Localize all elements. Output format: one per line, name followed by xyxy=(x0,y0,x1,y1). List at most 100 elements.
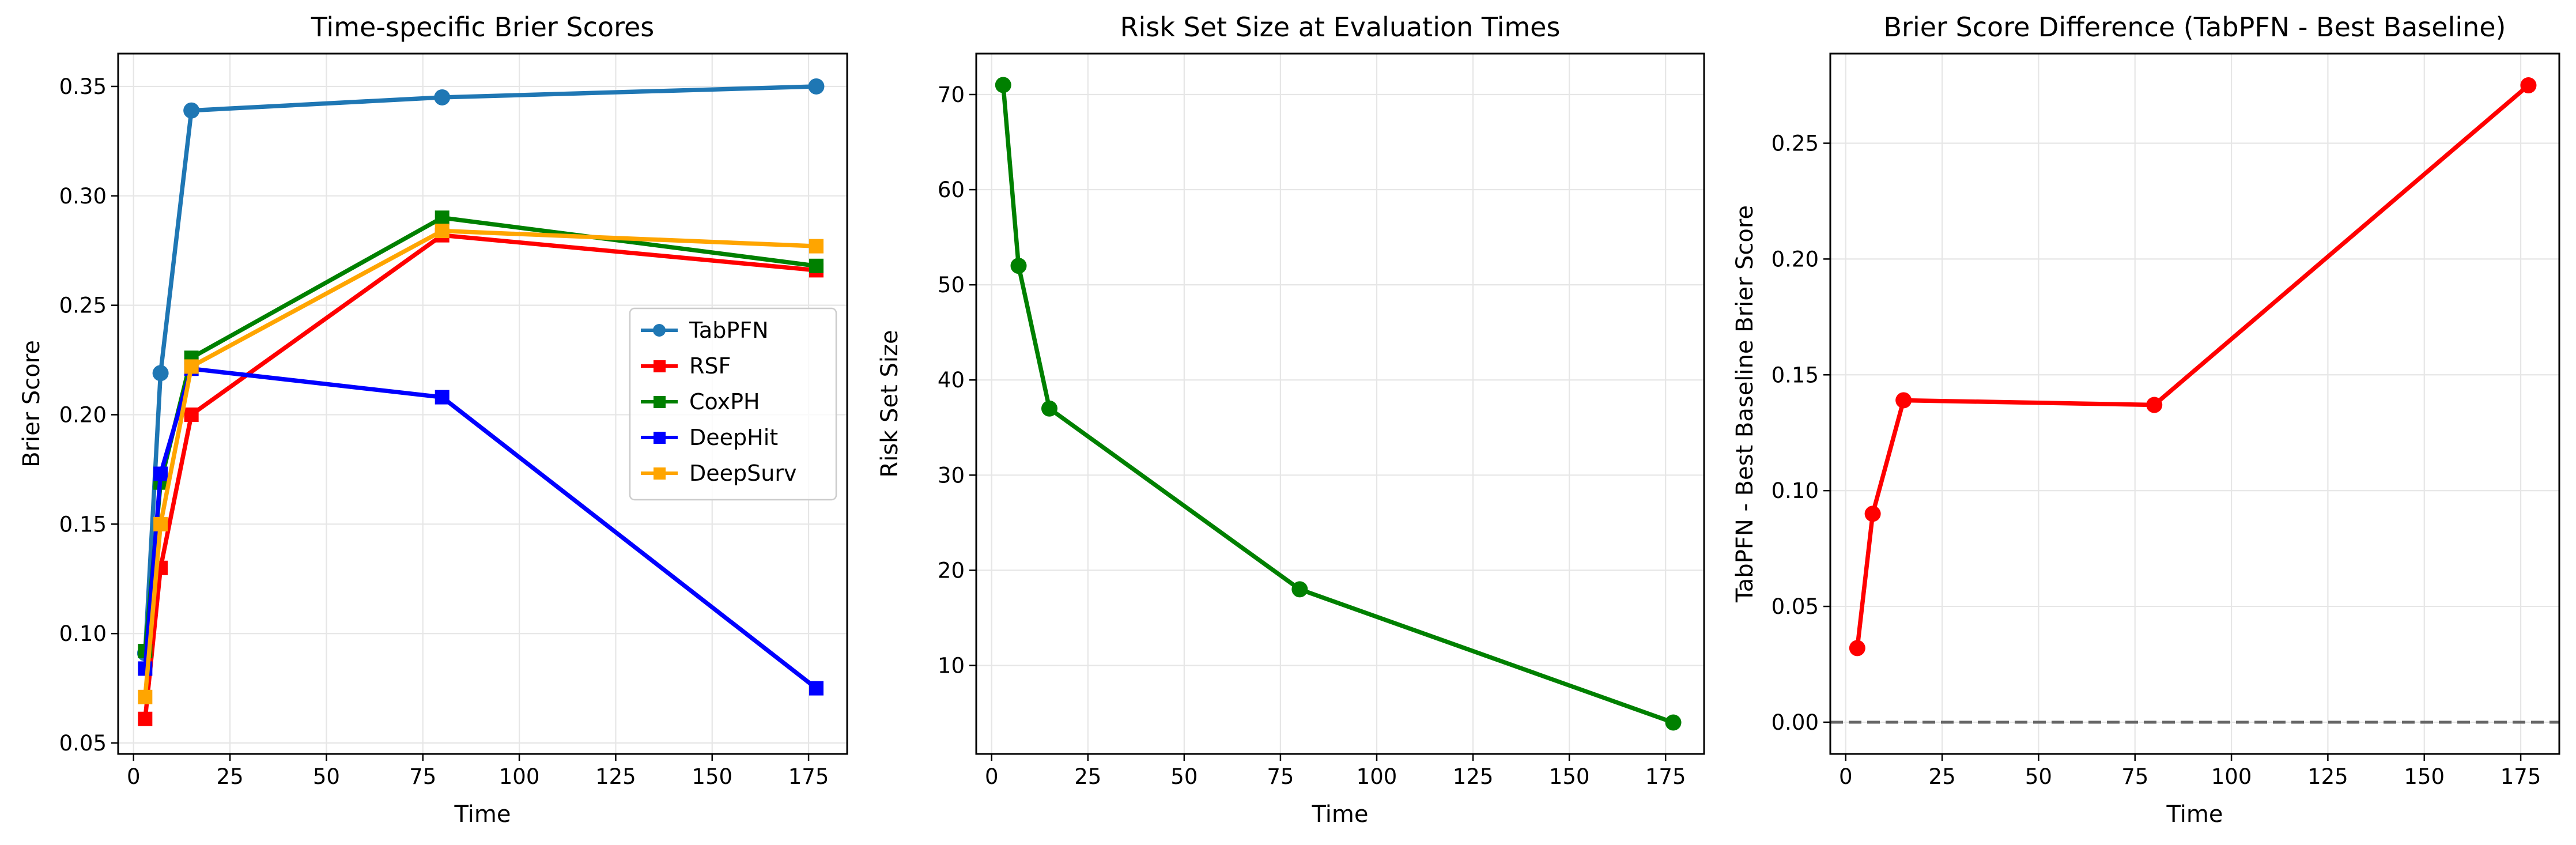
data-point xyxy=(995,77,1011,93)
data-point xyxy=(138,689,153,704)
series-series-0 xyxy=(1849,77,2537,657)
y-tick-label: 60 xyxy=(938,178,965,202)
y-tick-label: 0.20 xyxy=(1772,247,1819,271)
data-point xyxy=(2146,397,2163,413)
grid xyxy=(976,54,1704,754)
x-tick-label: 50 xyxy=(2025,764,2052,789)
x-tick-label: 0 xyxy=(985,764,999,789)
data-point xyxy=(152,365,169,382)
y-tick-label: 0.10 xyxy=(59,621,107,646)
legend-marker-rsf xyxy=(654,360,666,372)
x-tick-label: 175 xyxy=(2501,764,2541,789)
data-point xyxy=(434,89,451,105)
legend-marker-coxph xyxy=(654,396,666,408)
data-point xyxy=(138,711,153,726)
x-ticks: 0 25 50 75 100 125 150 175 xyxy=(1839,754,2541,789)
data-point xyxy=(1291,581,1308,598)
grid xyxy=(1830,54,2559,754)
chart-title: Time-specific Brier Scores xyxy=(311,12,654,43)
grid xyxy=(118,54,847,754)
y-tick-label: 0.30 xyxy=(59,184,107,209)
series-deepsurv xyxy=(138,224,824,704)
x-tick-label: 75 xyxy=(2121,764,2148,789)
data-point xyxy=(2520,77,2537,94)
data-point xyxy=(184,407,199,422)
axes-frame xyxy=(975,52,1705,755)
data-point xyxy=(435,224,450,239)
x-tick-label: 25 xyxy=(1074,764,1101,789)
x-tick-label: 25 xyxy=(217,764,244,789)
data-point xyxy=(809,239,824,254)
y-tick-label: 40 xyxy=(938,368,965,393)
data-point xyxy=(1895,392,1912,409)
legend-label-deepsurv: DeepSurv xyxy=(689,461,796,486)
data-point xyxy=(1665,714,1682,731)
x-ticks: 0 25 50 75 100 125 150 175 xyxy=(127,754,829,789)
y-tick-label: 0.05 xyxy=(1772,594,1819,619)
x-tick-label: 0 xyxy=(127,764,141,789)
brier-difference-panel: Brier Score Difference (TabPFN - Best Ba… xyxy=(1732,12,2560,828)
risk-set-panel: Risk Set Size at Evaluation Times Time R… xyxy=(877,12,1705,828)
data-point xyxy=(1010,258,1027,274)
x-tick-label: 75 xyxy=(1267,764,1294,789)
legend-box xyxy=(629,307,837,501)
series-series-0 xyxy=(995,77,1682,731)
y-tick-label: 0.15 xyxy=(1772,363,1819,387)
y-axis-label: Brier Score xyxy=(18,340,45,467)
x-tick-label: 125 xyxy=(595,764,636,789)
data-point xyxy=(153,466,168,481)
data-point xyxy=(184,359,199,374)
y-tick-label: 20 xyxy=(938,558,965,583)
data-point xyxy=(809,258,824,273)
x-ticks: 0 25 50 75 100 125 150 175 xyxy=(985,754,1686,789)
chart-title: Brier Score Difference (TabPFN - Best Ba… xyxy=(1883,12,2506,43)
x-tick-label: 50 xyxy=(313,764,340,789)
x-tick-label: 175 xyxy=(788,764,829,789)
y-tick-label: 0.20 xyxy=(59,402,107,427)
x-tick-label: 150 xyxy=(2404,764,2445,789)
data-point xyxy=(183,102,200,119)
plot-area: 0 25 50 75 100 125 150 1750.000.050.100.150.200… xyxy=(1772,52,2560,789)
x-tick-label: 50 xyxy=(1170,764,1198,789)
y-ticks: 0.05 0.10 0.15 0.20 0.25 0.30 0.35 xyxy=(59,74,118,756)
y-tick-label: 50 xyxy=(938,273,965,297)
plot-area: 0 25 50 75 100 125 150 175 10 20 30 40 50 60 70 xyxy=(938,52,1705,789)
data-point xyxy=(153,516,168,531)
legend-label-tabpfn: TabPFN xyxy=(689,318,769,343)
y-tick-label: 0.35 xyxy=(59,74,107,99)
legend-marker-deephit xyxy=(654,432,666,444)
plot-area: 0 25 50 75 100 125 150 1750.050.100.150.200.250… xyxy=(59,52,848,789)
x-tick-label: 100 xyxy=(499,764,540,789)
x-axis-label: Time xyxy=(1312,801,1369,828)
y-axis-label: TabPFN - Best Baseline Brier Score xyxy=(1732,205,1758,603)
legend-label-coxph: CoxPH xyxy=(689,389,760,414)
y-tick-label: 0.25 xyxy=(1772,131,1819,156)
axes-frame xyxy=(1829,52,2560,755)
y-tick-label: 0.25 xyxy=(59,293,107,318)
legend-label-deephit: DeepHit xyxy=(689,425,778,450)
x-tick-label: 150 xyxy=(1549,764,1590,789)
y-tick-label: 70 xyxy=(938,82,965,107)
x-tick-label: 125 xyxy=(1453,764,1494,789)
y-axis-label: Risk Set Size xyxy=(877,330,903,477)
brier-scores-panel: Time-specific Brier Scores Time Brier Sc… xyxy=(18,12,848,828)
data-point xyxy=(435,210,450,225)
y-tick-label: 0.10 xyxy=(1772,478,1819,503)
chart-title: Risk Set Size at Evaluation Times xyxy=(1120,12,1561,43)
y-tick-label: 30 xyxy=(938,463,965,488)
data-point xyxy=(1041,400,1057,417)
legend: TabPFN RSF CoxPH DeepHit DeepSurv xyxy=(629,307,837,501)
y-tick-label: 0.00 xyxy=(1772,710,1819,735)
y-ticks: 10 20 30 40 50 60 70 xyxy=(938,82,976,678)
x-tick-label: 100 xyxy=(1357,764,1397,789)
x-axis-label: Time xyxy=(454,801,511,828)
data-point xyxy=(809,681,824,696)
x-tick-label: 25 xyxy=(1929,764,1956,789)
y-tick-label: 10 xyxy=(938,653,965,678)
y-tick-label: 0.15 xyxy=(59,512,107,537)
x-tick-label: 75 xyxy=(409,764,436,789)
data-point xyxy=(1864,506,1881,522)
x-tick-label: 100 xyxy=(2211,764,2252,789)
legend-marker-tabpfn xyxy=(653,324,666,337)
x-tick-label: 175 xyxy=(1645,764,1686,789)
